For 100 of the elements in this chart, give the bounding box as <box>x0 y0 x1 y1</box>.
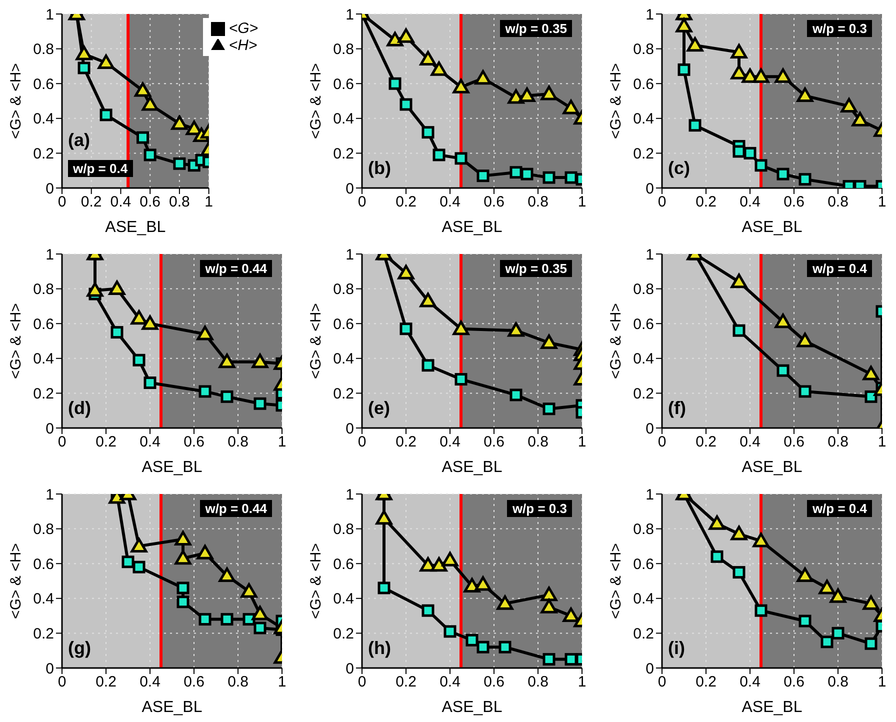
x-tick-label: 0 <box>658 434 666 451</box>
x-tick-label: 0.8 <box>169 194 190 211</box>
y-tick-label: 0.4 <box>333 110 354 128</box>
annotation: w/p = 0.35 <box>500 260 572 277</box>
y-tick-label: 0.6 <box>333 316 354 333</box>
x-tick-label: 0.6 <box>784 194 804 211</box>
y-tick-label: 0.8 <box>33 521 54 538</box>
y-tick-label: 1 <box>46 246 54 264</box>
x-tick-label: 0.6 <box>484 194 504 211</box>
annotation: (e) <box>368 398 390 419</box>
x-tick-label: 0.4 <box>440 674 460 691</box>
y-tick-label: 1 <box>646 6 654 24</box>
y-tick-label: 0.4 <box>633 590 654 608</box>
x-tick-label: 0.6 <box>484 674 504 691</box>
y-tick-label: 0.6 <box>633 76 654 93</box>
x-tick-label: 0.6 <box>484 434 504 451</box>
y-tick-label: 0 <box>646 660 654 678</box>
y-tick-label: 0 <box>46 180 54 198</box>
y-tick-label: 0 <box>46 660 54 678</box>
y-tick-label: 0.8 <box>633 281 654 298</box>
annotation: (i) <box>668 638 685 659</box>
x-tick-label: 0.4 <box>140 674 160 691</box>
x-tick-label: 0.2 <box>80 194 102 211</box>
y-tick-label: 1 <box>346 486 354 504</box>
y-tick-label: 0.2 <box>333 386 354 403</box>
x-tick-label: 0.8 <box>828 434 848 451</box>
annotation: w/p = 0.44 <box>200 260 272 277</box>
legend-label: <G> <box>228 20 258 37</box>
x-tick-label: 1 <box>278 434 286 451</box>
x-axis-title: ASE_BL <box>442 219 502 236</box>
x-tick-label: 0 <box>358 674 366 691</box>
x-axis-title: ASE_BL <box>442 699 502 716</box>
x-axis-title: ASE_BL <box>742 459 802 476</box>
x-tick-label: 0.6 <box>784 674 804 691</box>
legend-label: <H> <box>228 37 258 54</box>
y-axis-title: <G> & <H> <box>608 62 624 139</box>
y-tick-label: 0.4 <box>333 590 354 608</box>
x-axis-title: ASE_BL <box>142 699 202 716</box>
y-tick-label: 0.2 <box>633 386 654 403</box>
y-tick-label: 0.2 <box>333 626 354 643</box>
y-tick-label: 0.2 <box>333 146 354 163</box>
x-tick-label: 0.8 <box>528 434 548 451</box>
y-tick-label: 0.8 <box>333 281 354 298</box>
y-tick-label: 0.4 <box>33 110 54 128</box>
y-tick-label: 0.8 <box>333 41 354 58</box>
x-tick-label: 0.2 <box>396 434 416 451</box>
x-tick-label: 1 <box>578 434 586 451</box>
y-tick-label: 0.2 <box>633 146 654 163</box>
x-tick-label: 0 <box>58 434 66 451</box>
x-tick-label: 0.8 <box>528 674 548 691</box>
y-tick-label: 1 <box>346 246 354 264</box>
annotation: (g) <box>68 638 91 659</box>
x-tick-label: 0.2 <box>96 674 116 691</box>
y-tick-label: 1 <box>46 6 54 24</box>
x-tick-label: 0 <box>58 194 66 211</box>
y-axis-title: <G> & <H> <box>308 302 324 379</box>
x-tick-label: 0.4 <box>740 674 760 691</box>
x-tick-label: 0 <box>658 674 666 691</box>
y-tick-label: 1 <box>646 486 654 504</box>
annotation: w/p = 0.35 <box>500 20 572 37</box>
y-tick-label: 1 <box>646 246 654 264</box>
x-tick-label: 1 <box>578 674 586 691</box>
annotation: w/p = 0.4 <box>68 160 133 177</box>
x-tick-label: 1 <box>878 434 886 451</box>
x-tick-label: 0.2 <box>396 674 416 691</box>
y-tick-label: 0.2 <box>33 146 54 163</box>
y-tick-label: 0.4 <box>33 590 54 608</box>
y-tick-label: 0.8 <box>33 41 54 58</box>
y-tick-label: 0.6 <box>33 556 54 573</box>
y-axis-title: <G> & <H> <box>8 302 24 379</box>
y-tick-label: 0 <box>346 180 354 198</box>
x-tick-label: 0 <box>658 194 666 211</box>
x-tick-label: 0.4 <box>440 434 460 451</box>
x-tick-label: 0 <box>358 194 366 211</box>
y-axis-title: <G> & <H> <box>8 62 24 139</box>
x-axis-title: ASE_BL <box>442 459 502 476</box>
x-tick-label: 0 <box>358 434 366 451</box>
x-axis-title: ASE_BL <box>105 219 166 236</box>
y-tick-label: 0.4 <box>333 350 354 368</box>
x-axis-title: ASE_BL <box>142 459 202 476</box>
y-tick-label: 0.6 <box>633 556 654 573</box>
annotation: w/p = 0.3 <box>507 500 572 517</box>
y-tick-label: 0.2 <box>33 386 54 403</box>
y-tick-label: 0.4 <box>33 350 54 368</box>
x-axis-title: ASE_BL <box>742 699 802 716</box>
y-tick-label: 0.8 <box>333 521 354 538</box>
y-tick-label: 0.6 <box>33 316 54 333</box>
y-tick-label: 0.6 <box>633 316 654 333</box>
annotation: w/p = 0.4 <box>807 500 872 517</box>
y-tick-label: 0 <box>346 420 354 438</box>
x-tick-label: 1 <box>878 674 886 691</box>
y-tick-label: 0.2 <box>633 626 654 643</box>
x-tick-label: 0.4 <box>140 434 160 451</box>
y-axis-title: <G> & <H> <box>308 542 324 619</box>
x-tick-label: 0.4 <box>440 194 460 211</box>
y-tick-label: 0.2 <box>33 626 54 643</box>
y-axis-title: <G> & <H> <box>608 302 624 379</box>
x-tick-label: 1 <box>878 194 886 211</box>
y-axis-title: <G> & <H> <box>608 542 624 619</box>
x-tick-label: 0.4 <box>740 194 760 211</box>
